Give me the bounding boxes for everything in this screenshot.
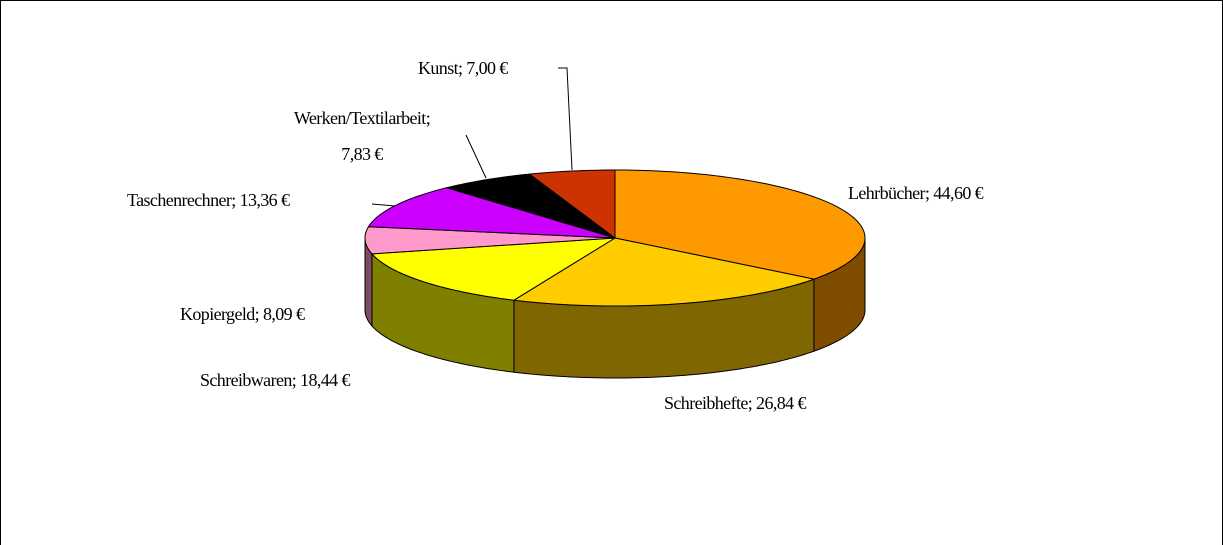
leader-line xyxy=(465,134,487,179)
data-label: Lehrbücher; 44,60 € xyxy=(848,183,984,203)
data-label: Werken/Textilarbeit; 7,83 € xyxy=(293,108,431,164)
leader-line xyxy=(558,67,573,171)
data-label: Taschenrechner; 13,36 € xyxy=(127,190,290,210)
slice xyxy=(364,226,616,255)
slice xyxy=(370,237,616,301)
slice xyxy=(444,173,616,239)
data-label: Schreibwaren; 18,44 € xyxy=(200,370,350,390)
data-label: Kunst; 7,00 € xyxy=(418,58,508,78)
data-label: Kopiergeld; 8,09 € xyxy=(180,304,305,324)
slice xyxy=(512,237,816,307)
slice xyxy=(614,169,866,280)
leader-line xyxy=(371,203,396,207)
slice xyxy=(528,169,616,239)
slice xyxy=(367,187,616,239)
data-label: Schreibhefte; 26,84 € xyxy=(664,393,806,413)
